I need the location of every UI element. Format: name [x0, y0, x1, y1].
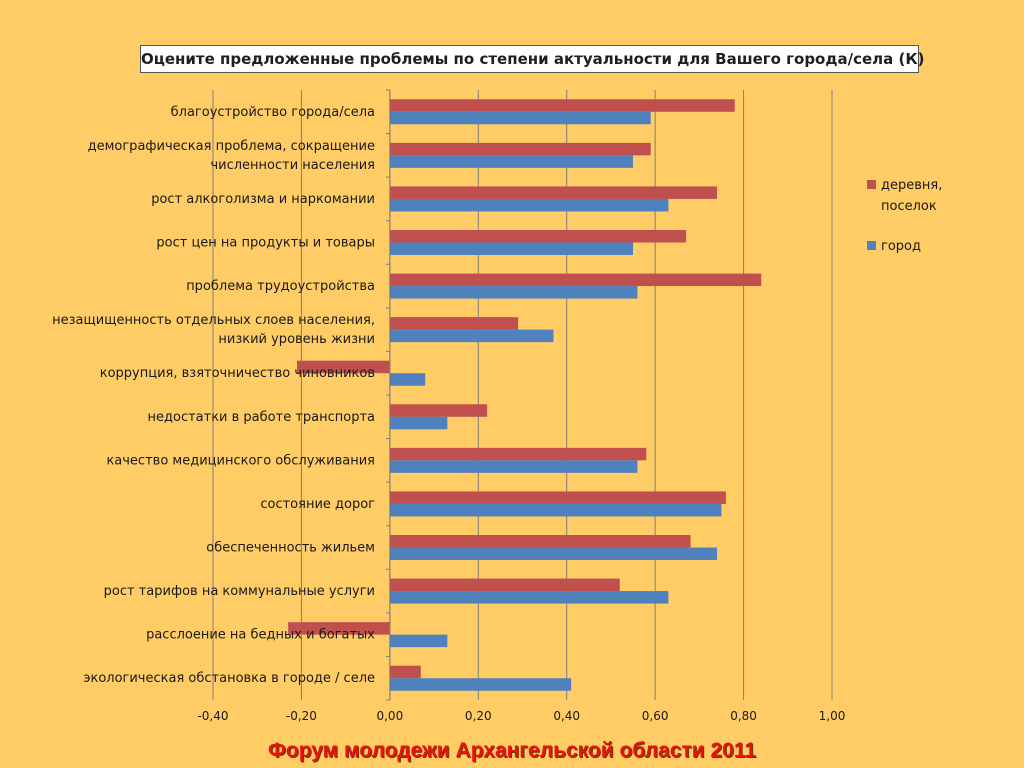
category-label: незащищенность отдельных слоев населения…	[52, 313, 375, 328]
legend-label: деревня,	[881, 178, 942, 193]
category-label: численности населения	[210, 158, 375, 173]
category-label: рост алкоголизма и наркомании	[151, 192, 375, 207]
legend-label: город	[881, 239, 921, 254]
x-tick-label: 1,00	[819, 709, 846, 723]
legend-swatch-village	[867, 180, 876, 189]
bar-city	[389, 460, 638, 473]
category-label: демографическая проблема, сокращение	[88, 139, 375, 154]
category-label: качество медицинского обслуживания	[106, 453, 375, 468]
chart-title: Оцените предложенные проблемы по степени…	[140, 45, 924, 73]
bar-city	[389, 503, 722, 517]
bar-village	[389, 404, 488, 417]
bar-city	[389, 155, 634, 168]
bar-village	[389, 491, 726, 504]
category-label: проблема трудоустройства	[186, 279, 375, 294]
bar-village	[389, 447, 647, 461]
grid-layer	[212, 90, 833, 700]
bar-city	[389, 329, 554, 343]
bar-city	[389, 634, 448, 648]
bar-city	[389, 547, 718, 560]
x-tick-label: 0,80	[730, 709, 757, 723]
category-label: расслоение на бедных и богатых	[146, 628, 375, 643]
bar-village	[288, 622, 390, 635]
x-tick-label: 0,20	[465, 709, 492, 723]
bars-layer	[288, 99, 762, 691]
bar-city	[389, 198, 669, 212]
bar-village	[389, 142, 651, 156]
bar-city	[389, 591, 669, 604]
bar-village	[297, 360, 390, 374]
x-tick-label: 0,00	[376, 709, 403, 723]
bar-village	[389, 665, 421, 679]
bar-city	[389, 242, 634, 255]
category-label: коррупция, взяточничество чиновников	[100, 366, 375, 381]
x-tick-label: -0,40	[197, 709, 228, 723]
x-tick-label: 0,40	[553, 709, 580, 723]
bar-city	[389, 678, 572, 691]
bar-village	[389, 99, 735, 112]
bar-village	[389, 186, 718, 199]
category-label: недостатки в работе транспорта	[148, 410, 376, 425]
bar-village	[389, 578, 620, 592]
bar-city	[389, 286, 638, 299]
bar-city	[389, 111, 651, 125]
legend-label: поселок	[881, 199, 937, 214]
category-label: обеспеченность жильем	[206, 541, 375, 556]
category-label: экологическая обстановка в городе / селе	[83, 671, 375, 686]
bar-village	[389, 230, 687, 243]
footer-text: Форум молодежи Архангельской области 201…	[267, 739, 757, 762]
legend-swatch-city	[867, 241, 876, 250]
legend: деревня, поселок город	[867, 178, 942, 254]
bar-city	[389, 416, 448, 430]
bar-village	[389, 535, 691, 548]
category-label: состояние дорог	[260, 497, 375, 512]
category-label: рост тарифов на коммунальные услуги	[104, 584, 375, 599]
category-label: благоустройство города/села	[171, 105, 375, 120]
x-tick-label: 0,60	[642, 709, 669, 723]
bar-city	[389, 373, 426, 386]
category-label: рост цен на продукты и товары	[156, 236, 375, 251]
category-label: низкий уровень жизни	[218, 332, 375, 347]
x-tick-label: -0,20	[286, 709, 317, 723]
category-labels: благоустройство города/села демографическ…	[52, 105, 375, 686]
bar-village	[389, 317, 519, 330]
axis-layer	[385, 89, 391, 701]
x-tick-labels: -0,40 -0,20 0,00 0,20 0,40 0,60 0,80 1,00	[197, 709, 845, 723]
bar-village	[389, 273, 762, 287]
